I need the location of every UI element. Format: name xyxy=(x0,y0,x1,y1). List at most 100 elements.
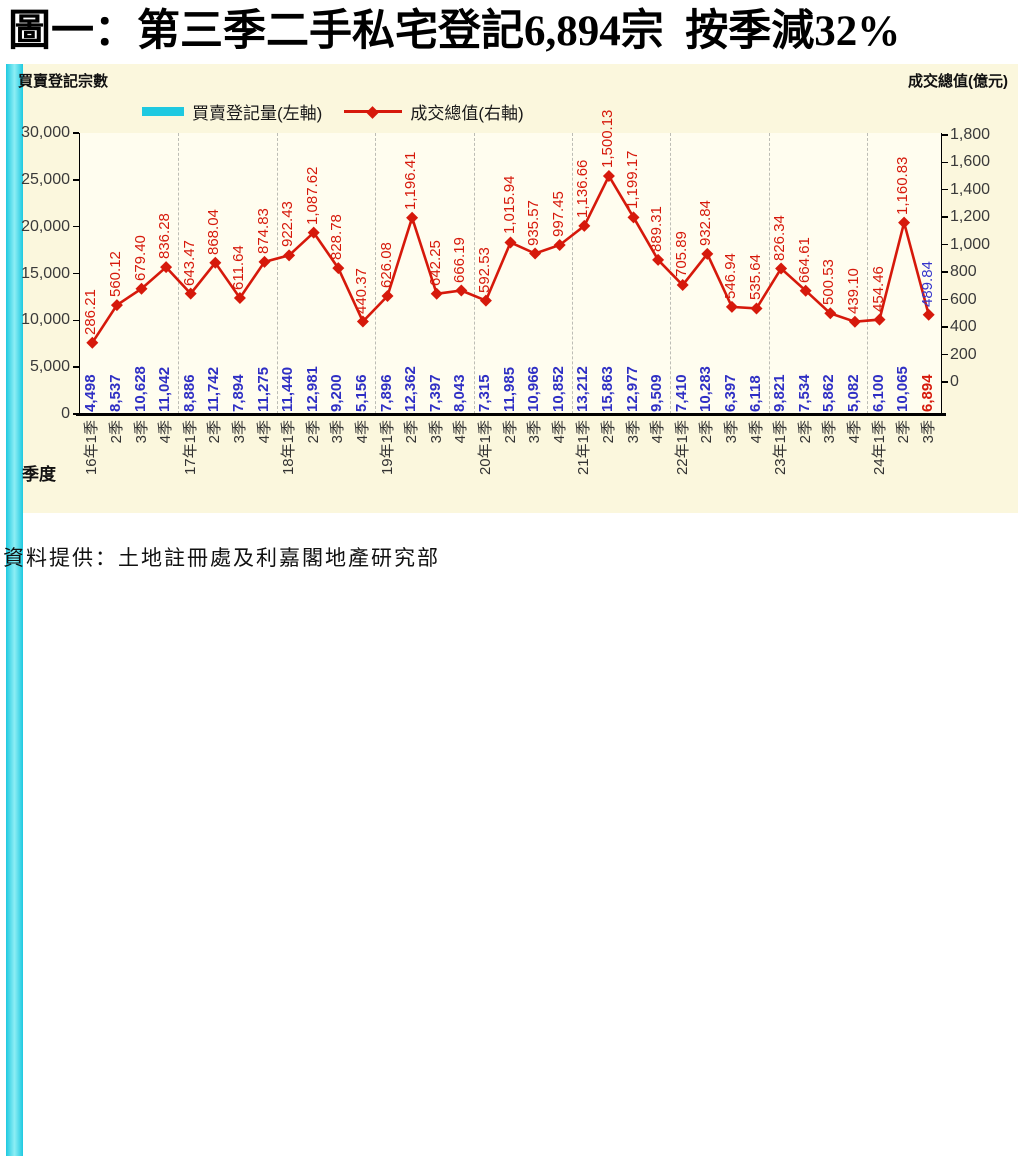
bar xyxy=(6,64,23,107)
year-separator xyxy=(867,133,869,414)
right-axis-tick xyxy=(942,216,948,218)
line-value-label: 439.10 xyxy=(844,267,862,314)
x-axis-category-label: 22年1季 xyxy=(673,420,691,476)
line-diamond-icon xyxy=(209,256,222,269)
bar xyxy=(6,868,23,991)
x-axis-category-label: 4季 xyxy=(845,420,863,444)
right-axis-tick-label: 200 xyxy=(950,345,977,363)
x-axis-category-label: 4季 xyxy=(550,420,568,444)
line-value-label: 826.34 xyxy=(771,214,789,261)
left-axis-tick xyxy=(73,225,79,228)
line-diamond-icon xyxy=(504,236,517,249)
right-axis-tick-label: 0 xyxy=(950,373,959,390)
diamond-marker-icon xyxy=(366,105,380,119)
line-diamond-icon xyxy=(110,299,123,312)
right-axis-tick-label: 1,800 xyxy=(950,125,991,143)
bar xyxy=(6,106,23,187)
x-axis-category-label: 3季 xyxy=(821,420,839,444)
chart-block: 買賣登記宗數 成交總值(億元) 買賣登記量(左軸) 成交總值(右軸) 季度 4,… xyxy=(6,64,1018,1156)
left-axis-tick-label: 5,000 xyxy=(29,358,70,376)
x-axis-category-label: 3季 xyxy=(427,420,445,444)
line-diamond-icon xyxy=(627,211,640,224)
x-axis-category-label: 4季 xyxy=(353,420,371,444)
left-axis-tick-label: 15,000 xyxy=(21,264,70,282)
line-value-label: 611.64 xyxy=(229,245,247,290)
year-separator xyxy=(572,133,573,414)
x-axis-category-label: 2季 xyxy=(107,420,125,444)
right-axis-title: 成交總值(億元) xyxy=(908,73,1008,90)
line-value-label: 1,136.66 xyxy=(574,159,592,218)
line-diamond-icon xyxy=(283,249,296,262)
line-value-label: 1,087.62 xyxy=(303,166,321,225)
line-value-label: 935.57 xyxy=(525,199,543,246)
line-diamond-icon xyxy=(86,336,99,349)
x-axis-category-label: 23年1季 xyxy=(772,420,790,476)
line-value-label: 1,015.94 xyxy=(500,176,518,235)
right-axis-tick-label: 1,400 xyxy=(950,180,991,198)
right-axis-tick xyxy=(942,298,948,301)
x-axis-category-label: 4季 xyxy=(649,420,667,444)
right-axis-tick xyxy=(942,243,948,246)
line-value-label: 643.47 xyxy=(180,239,198,286)
right-axis-tick xyxy=(942,271,948,273)
line-diamond-icon xyxy=(307,226,320,239)
transaction-value-line xyxy=(86,169,935,349)
left-axis-tick-label: 0 xyxy=(61,405,70,422)
right-axis-tick xyxy=(942,381,948,383)
bar xyxy=(6,186,23,286)
right-axis-tick-label: 1,000 xyxy=(950,235,991,253)
line-diamond-icon xyxy=(529,247,542,260)
right-axis-tick-label: 1,600 xyxy=(950,153,991,171)
right-axis-tick xyxy=(942,134,948,136)
line-diamond-icon xyxy=(676,279,689,292)
line-value-label: 932.84 xyxy=(697,199,715,246)
x-axis-category-label: 2季 xyxy=(796,420,814,444)
x-axis-category-label: 2季 xyxy=(304,420,322,444)
bar xyxy=(6,472,23,583)
x-axis-category-label: 3季 xyxy=(624,420,642,444)
year-separator xyxy=(473,133,475,414)
right-axis-tick xyxy=(942,188,948,191)
line-diamond-icon xyxy=(406,211,419,224)
right-axis-tick xyxy=(942,161,948,164)
line-diamond-icon xyxy=(184,287,197,300)
line-diamond-icon xyxy=(578,219,591,232)
left-axis-tick xyxy=(73,319,79,322)
x-axis-category-label: 17年1季 xyxy=(181,420,199,476)
left-axis-tick-label: 20,000 xyxy=(21,217,70,235)
x-axis-category-label: 4季 xyxy=(452,420,470,444)
x-axis-category-label: 21年1季 xyxy=(575,420,593,476)
year-separator xyxy=(768,133,770,414)
line-diamond-icon xyxy=(775,262,788,275)
x-axis-category-label: 3季 xyxy=(919,420,937,444)
legend-line-swatch-icon xyxy=(344,105,403,119)
x-axis-category-label: 4季 xyxy=(747,420,765,444)
left-axis-title: 買賣登記宗數 xyxy=(18,73,109,90)
x-axis-category-label: 4季 xyxy=(255,420,273,444)
line-value-label: 592.53 xyxy=(475,246,493,293)
left-axis-line xyxy=(78,133,80,416)
bar xyxy=(6,990,23,1077)
line-value-label: 454.46 xyxy=(869,265,887,312)
line-diamond-icon xyxy=(799,284,812,297)
legend-bar-swatch-icon xyxy=(142,106,184,116)
line-diamond-icon xyxy=(381,290,394,303)
year-separator xyxy=(276,133,278,414)
left-axis-tick-label: 25,000 xyxy=(21,170,70,188)
x-axis-category-label: 18年1季 xyxy=(280,420,298,476)
line-diamond-icon xyxy=(652,253,665,266)
x-axis-category-label: 3季 xyxy=(722,420,740,444)
legend-label-line: 成交總值(右軸) xyxy=(410,103,524,123)
line-diamond-icon xyxy=(701,247,714,260)
line-value-label: 286.21 xyxy=(82,288,100,335)
line-diamond-icon xyxy=(602,169,615,182)
line-diamond-icon xyxy=(332,262,345,275)
line-value-label: 997.45 xyxy=(549,191,567,238)
line-value-label: 889.31 xyxy=(648,205,666,252)
line-value-label: 664.61 xyxy=(795,236,813,283)
line-diamond-icon xyxy=(479,294,492,307)
x-axis-category-label: 16年1季 xyxy=(83,420,101,476)
line-value-label: 535.64 xyxy=(746,254,764,301)
bar xyxy=(6,656,23,762)
line-value-label: 1,500.13 xyxy=(598,109,616,168)
